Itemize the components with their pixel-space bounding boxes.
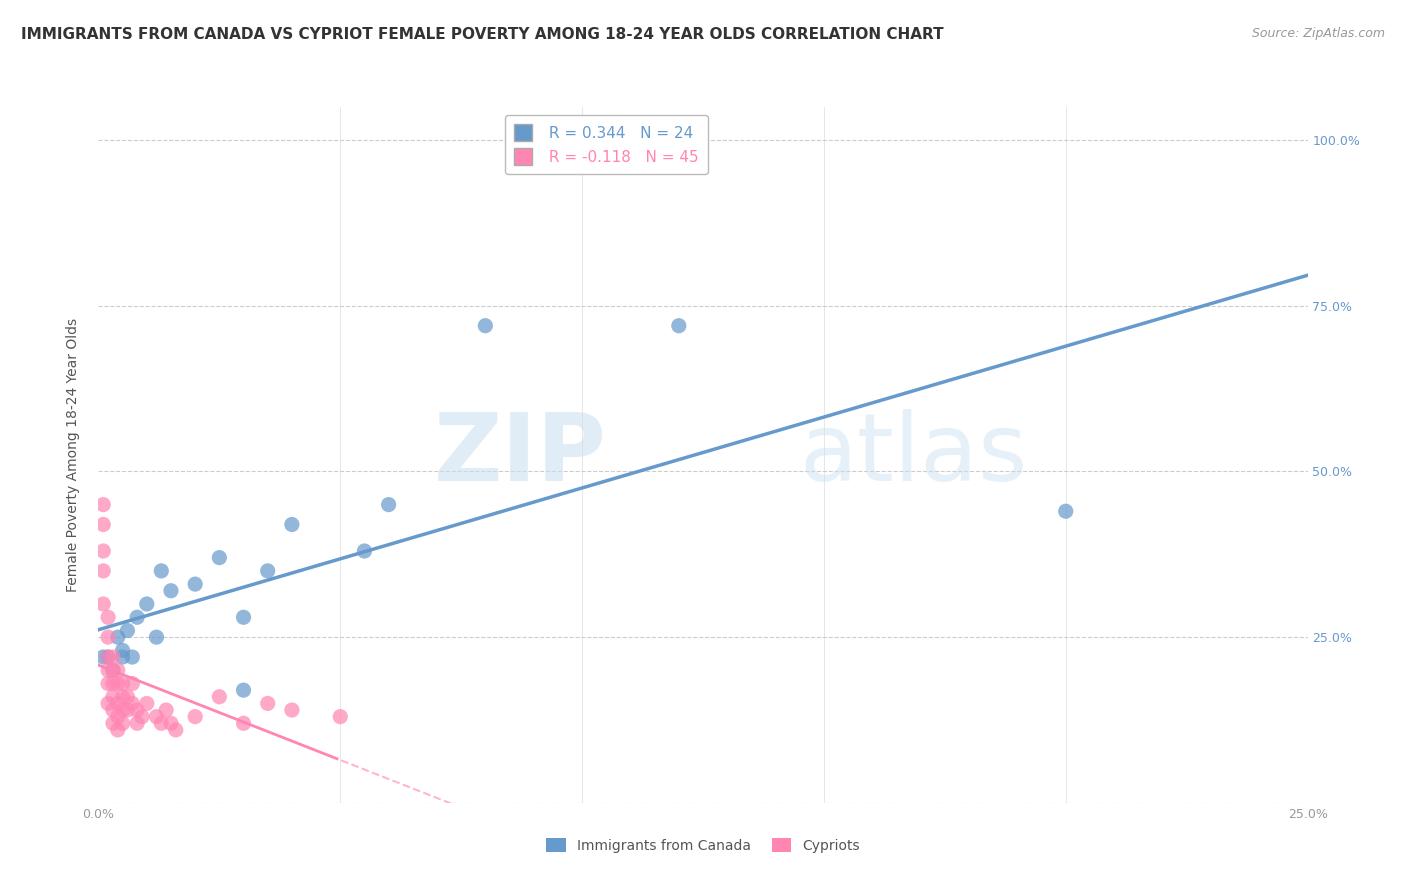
Point [97, 663, 120, 677]
Point [474, 318, 496, 333]
Point [111, 650, 134, 665]
Point [107, 723, 129, 737]
Point [165, 723, 187, 737]
Point [121, 697, 143, 711]
Point [91, 650, 114, 665]
Point [107, 663, 129, 677]
Point [208, 690, 231, 704]
Point [117, 703, 139, 717]
Point [101, 716, 124, 731]
Point [111, 703, 134, 717]
Point [232, 716, 254, 731]
Point [281, 517, 304, 532]
Point [155, 703, 177, 717]
Point [97, 630, 120, 644]
Point [150, 564, 173, 578]
Point [184, 709, 207, 723]
Point [97, 697, 120, 711]
Point [91, 564, 114, 578]
Point [121, 650, 143, 665]
Point [184, 577, 207, 591]
Point [117, 624, 139, 638]
Point [127, 703, 149, 717]
Point [101, 663, 124, 677]
Text: atlas: atlas [800, 409, 1028, 501]
Point [97, 610, 120, 624]
Text: ZIP: ZIP [433, 409, 606, 501]
Point [91, 517, 114, 532]
Point [101, 703, 124, 717]
Y-axis label: Female Poverty Among 18-24 Year Olds: Female Poverty Among 18-24 Year Olds [66, 318, 80, 592]
Point [121, 676, 143, 690]
Point [107, 676, 129, 690]
Point [101, 663, 124, 677]
Point [101, 676, 124, 690]
Legend: Immigrants from Canada, Cypriots: Immigrants from Canada, Cypriots [541, 832, 865, 858]
Point [97, 650, 120, 665]
Point [160, 583, 183, 598]
Point [256, 564, 278, 578]
Point [145, 630, 167, 644]
Point [107, 709, 129, 723]
Point [101, 690, 124, 704]
Point [668, 318, 690, 333]
Point [232, 683, 254, 698]
Point [91, 498, 114, 512]
Point [127, 716, 149, 731]
Point [256, 697, 278, 711]
Text: Source: ZipAtlas.com: Source: ZipAtlas.com [1251, 27, 1385, 40]
Point [135, 697, 157, 711]
Point [107, 697, 129, 711]
Point [150, 716, 173, 731]
Point [232, 610, 254, 624]
Point [117, 690, 139, 704]
Point [281, 703, 304, 717]
Point [127, 610, 149, 624]
Point [160, 716, 183, 731]
Point [377, 498, 399, 512]
Point [101, 650, 124, 665]
Point [208, 550, 231, 565]
Point [1054, 504, 1077, 518]
Point [111, 716, 134, 731]
Point [91, 544, 114, 558]
Point [111, 676, 134, 690]
Point [97, 676, 120, 690]
Point [111, 643, 134, 657]
Point [97, 650, 120, 665]
Point [145, 709, 167, 723]
Point [91, 597, 114, 611]
Point [353, 544, 375, 558]
Point [131, 709, 153, 723]
Point [135, 597, 157, 611]
Point [111, 690, 134, 704]
Point [107, 630, 129, 644]
Point [329, 709, 352, 723]
Text: IMMIGRANTS FROM CANADA VS CYPRIOT FEMALE POVERTY AMONG 18-24 YEAR OLDS CORRELATI: IMMIGRANTS FROM CANADA VS CYPRIOT FEMALE… [21, 27, 943, 42]
